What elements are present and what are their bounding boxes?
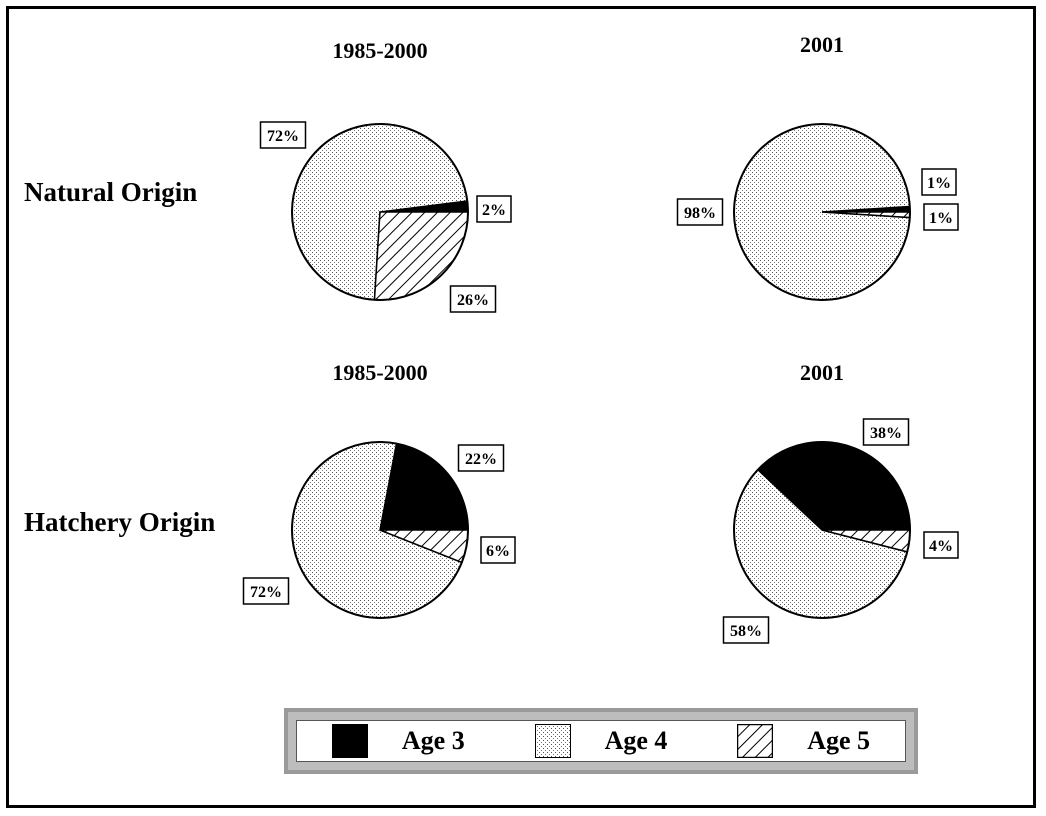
pie-4-label-age4: 58% xyxy=(722,616,770,644)
legend-label-age4: Age 4 xyxy=(604,726,668,755)
legend-item-age4: Age 4 xyxy=(534,724,668,758)
pie-3-label-age3: 22% xyxy=(457,444,505,472)
pie-2-title: 2001 xyxy=(800,32,844,57)
svg-text:4%: 4% xyxy=(929,538,953,555)
pie-2-label-age4: 98% xyxy=(676,198,724,226)
legend: Age 3 Age 4 Age 5 xyxy=(284,708,918,774)
svg-text:98%: 98% xyxy=(684,205,716,222)
svg-text:6%: 6% xyxy=(486,543,510,560)
legend-box: Age 3 Age 4 Age 5 xyxy=(296,720,906,762)
pie-2-label-age5: 1% xyxy=(923,203,959,231)
pie-2-label-age3: 1% xyxy=(921,168,957,196)
pie-4: 2001 38% 58% 4% xyxy=(722,360,959,644)
legend-label-age5: Age 5 xyxy=(807,726,871,755)
pie-1-label-age5: 26% xyxy=(449,285,497,313)
svg-text:72%: 72% xyxy=(250,584,282,601)
pie-3-label-age4: 72% xyxy=(242,577,290,605)
svg-text:2%: 2% xyxy=(482,202,506,219)
pie-4-label-age5: 4% xyxy=(923,531,959,559)
pie-3-title: 1985-2000 xyxy=(332,360,427,385)
svg-text:1%: 1% xyxy=(927,175,951,192)
svg-text:1%: 1% xyxy=(929,210,953,227)
row-label-natural: Natural Origin xyxy=(24,177,198,207)
legend-label-age3: Age 3 xyxy=(401,726,465,755)
legend-item-age3: Age 3 xyxy=(331,724,465,758)
svg-text:58%: 58% xyxy=(730,623,762,640)
pie-1-outline xyxy=(291,123,469,301)
pie-3-label-age5: 6% xyxy=(480,536,516,564)
row-label-hatchery: Hatchery Origin xyxy=(24,507,216,537)
legend-swatch-age4 xyxy=(534,724,571,758)
pie-1: 1985-2000 2% 72% 26% xyxy=(259,38,512,313)
pie-4-title: 2001 xyxy=(800,360,844,385)
pie-4-label-age3: 38% xyxy=(862,418,910,446)
svg-text:22%: 22% xyxy=(465,451,497,468)
svg-text:38%: 38% xyxy=(870,425,902,442)
pie-2-outline xyxy=(733,123,911,301)
pie-4-outline xyxy=(733,441,911,619)
pie-2: 2001 1% 98% 1% xyxy=(676,32,959,301)
svg-text:26%: 26% xyxy=(457,292,489,309)
pie-3: 1985-2000 22% 72% 6% xyxy=(242,360,516,619)
pie-1-label-age4: 72% xyxy=(259,121,307,149)
legend-swatch-age3 xyxy=(331,724,368,758)
pie-3-outline xyxy=(291,441,469,619)
legend-item-age5: Age 5 xyxy=(737,724,870,758)
pie-1-label-age3: 2% xyxy=(476,195,512,223)
legend-swatch-age5 xyxy=(737,724,774,758)
pie-1-title: 1985-2000 xyxy=(332,38,427,63)
svg-text:72%: 72% xyxy=(267,128,299,145)
